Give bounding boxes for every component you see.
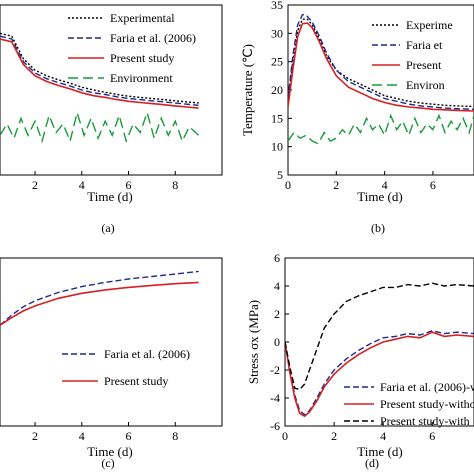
plot-frame	[0, 257, 223, 427]
legend: Faria et al. (2006)-w Present study-witho…	[344, 380, 474, 428]
series-line-1	[285, 330, 474, 416]
plot-frame	[0, 4, 223, 176]
legend: Faria et al. (2006) Present study	[62, 347, 190, 388]
y-tick-label: 4	[274, 279, 280, 293]
legend-label: Environ	[406, 78, 445, 92]
x-tick-label: 6	[126, 429, 132, 443]
series-group	[0, 32, 200, 144]
legend-label: Present study-witho	[380, 397, 474, 411]
y-tick-label: -4	[270, 391, 280, 405]
legend-label: Present study-with	[380, 414, 470, 428]
y-tick-label: 30	[271, 26, 283, 40]
y-tick-label: -6	[270, 419, 280, 433]
series-line-2	[288, 13, 474, 110]
panel-c: 2 4 6 8 Time (d)(c) Faria et al. (2006) Presen…	[0, 257, 223, 470]
y-axis-title: Stress σx (MPa)	[246, 300, 261, 384]
panel-b: 0 2 4 6 5 10 15 20 25 30 35 Time (d) Temperature (℃)…	[240, 0, 474, 235]
panel-caption: (d)	[365, 456, 379, 470]
x-tick-label: 2	[333, 178, 339, 192]
series-line-3	[288, 22, 474, 112]
x-tick-label: 6	[126, 178, 132, 192]
legend-label: Faria et al. (2006)	[104, 347, 190, 361]
series-line-1	[0, 270, 199, 326]
legend-label: Environment	[110, 71, 173, 85]
series-line-1	[0, 32, 199, 104]
y-tick-label: 5	[277, 168, 283, 182]
legend-label: Present	[406, 58, 442, 72]
panel-caption: (a)	[101, 221, 114, 235]
legend-label: Experime	[406, 18, 453, 32]
legend-label: Experimental	[110, 11, 175, 25]
y-tick-label: 35	[271, 0, 283, 12]
series-line-4	[288, 113, 474, 145]
x-axis-title: Time (d)	[357, 444, 402, 459]
x-tick-label: 2	[331, 429, 337, 443]
x-tick-label: 2	[32, 429, 38, 443]
panel-caption: (c)	[101, 456, 114, 470]
series-line-3	[0, 38, 199, 109]
legend-label: Faria et al. (2006)	[110, 31, 196, 45]
legend-label: Faria et al. (2006)-w	[380, 380, 474, 394]
y-tick-label: 25	[271, 55, 283, 69]
legend-label: Present study	[104, 374, 168, 388]
y-tick-label: -2	[270, 363, 280, 377]
series-line-1	[288, 18, 474, 108]
series-group	[0, 270, 199, 326]
y-tick-label: 0	[274, 335, 280, 349]
x-tick-label: 6	[429, 429, 435, 443]
x-tick-label: 4	[79, 178, 85, 192]
series-group	[288, 13, 474, 145]
x-tick-label: 8	[172, 178, 178, 192]
panel-a: 2 4 6 8 Time (d) (a) Experimental Faria et al. …	[0, 4, 223, 235]
x-tick-label: 0	[282, 429, 288, 443]
x-tick-label: 0	[285, 178, 291, 192]
x-axis-title: Time (d)	[87, 444, 132, 459]
x-axis-title: Time (d)	[87, 189, 132, 204]
y-tick-label: 6	[274, 251, 280, 265]
series-line-2	[0, 281, 199, 326]
series-line-2	[0, 35, 199, 106]
x-tick-label: 4	[79, 429, 85, 443]
series-line-4	[0, 110, 200, 144]
y-tick-label: 2	[274, 307, 280, 321]
y-tick-label: 10	[271, 140, 283, 154]
legend: Experimental Faria et al. (2006) Present s…	[68, 11, 196, 85]
y-axis-title: Temperature (℃)	[240, 44, 255, 136]
legend-label: Faria et	[406, 38, 443, 52]
y-tick-label: 15	[271, 111, 283, 125]
panel-d: 0 2 4 6 -6 -4 -2 0 2 4 6 Time (d) Stress σx (MPa) (d)…	[246, 251, 474, 470]
x-tick-label: 2	[32, 178, 38, 192]
y-tick-label: 20	[271, 83, 283, 97]
x-tick-label: 4	[380, 429, 386, 443]
series-line-2	[285, 331, 474, 418]
x-axis-title: Time (d)	[357, 189, 402, 204]
x-tick-label: 8	[172, 429, 178, 443]
x-tick-label: 4	[382, 178, 388, 192]
legend: Experime Faria et Present Environ	[372, 18, 453, 92]
series-group	[285, 282, 474, 418]
x-tick-label: 6	[430, 178, 436, 192]
legend-label: Present study	[110, 51, 174, 65]
panel-caption: (b)	[371, 221, 385, 235]
